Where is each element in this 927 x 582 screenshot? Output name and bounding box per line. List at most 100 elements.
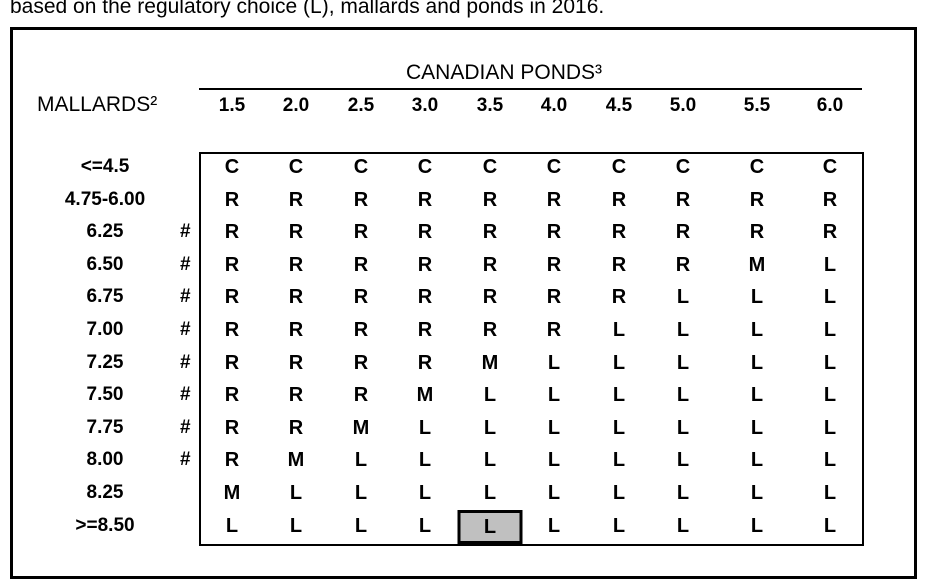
- table-cell: R: [224, 449, 240, 472]
- table-cell: R: [611, 188, 627, 211]
- table-cell: R: [288, 253, 304, 276]
- table-cell: R: [288, 286, 304, 309]
- table-cell: R: [611, 286, 627, 309]
- ponds-header-rule: [199, 88, 862, 90]
- table-cell: L: [750, 319, 764, 341]
- table-cell: C: [224, 156, 240, 178]
- table-cell: L: [483, 449, 497, 472]
- table-cell: L: [225, 514, 239, 537]
- table-cell: R: [822, 188, 838, 211]
- table-cell: L: [418, 482, 432, 504]
- table-cell: L: [418, 416, 432, 439]
- table-cell: R: [611, 221, 627, 244]
- table-cell: L: [483, 416, 497, 439]
- row-marker: #: [180, 221, 191, 243]
- table-cell: M: [352, 416, 370, 439]
- table-cell: R: [546, 286, 562, 309]
- table-cell: L: [750, 514, 764, 537]
- row-label: <=4.5: [80, 156, 130, 177]
- table-cell: L: [612, 449, 626, 472]
- row-label: 7.25: [86, 351, 124, 373]
- column-header: 4.0: [540, 95, 568, 116]
- row-marker: #: [180, 286, 191, 308]
- table-cell: R: [224, 351, 240, 374]
- table-cell: R: [546, 319, 562, 341]
- regulation-grid: [199, 152, 864, 546]
- table-cell: R: [417, 188, 433, 211]
- table-cell: C: [417, 156, 433, 178]
- row-label: 8.00: [86, 449, 124, 471]
- table-cell: L: [612, 319, 626, 341]
- table-cell: C: [353, 156, 369, 178]
- table-cell: L: [418, 449, 432, 472]
- table-cell: R: [675, 253, 691, 276]
- table-cell: L: [750, 351, 764, 374]
- table-cell: L: [823, 286, 837, 309]
- table-cell: R: [675, 188, 691, 211]
- table-cell: L: [676, 416, 690, 439]
- table-cell: R: [822, 221, 838, 244]
- row-label: 6.25: [86, 221, 124, 243]
- table-cell: L: [750, 449, 764, 472]
- table-cell: R: [417, 319, 433, 341]
- table-cell: L: [823, 482, 837, 504]
- table-cell: R: [353, 319, 369, 341]
- column-header: 4.5: [605, 95, 633, 116]
- table-cell: L: [547, 514, 561, 537]
- row-label: 4.75-6.00: [64, 188, 146, 210]
- table-cell: M: [416, 384, 434, 407]
- table-cell: L: [483, 384, 497, 407]
- table-cell: R: [224, 188, 240, 211]
- column-header: 3.0: [411, 95, 439, 116]
- table-cell: L: [289, 482, 303, 504]
- table-cell: R: [353, 253, 369, 276]
- table-cell: R: [353, 286, 369, 309]
- row-label: 6.50: [86, 253, 124, 275]
- table-cell: R: [417, 351, 433, 374]
- table-cell: R: [224, 384, 240, 407]
- table-cell: M: [748, 253, 766, 276]
- table-cell: R: [224, 319, 240, 341]
- table-cell: L: [823, 319, 837, 341]
- table-cell: L: [823, 416, 837, 439]
- table-cell: M: [287, 449, 305, 472]
- column-header: 5.0: [669, 95, 697, 116]
- table-cell: C: [482, 156, 498, 178]
- highlighted-cell: L: [457, 509, 523, 544]
- table-cell: L: [483, 482, 497, 504]
- table-cell: R: [288, 351, 304, 374]
- row-label: 8.25: [86, 482, 124, 503]
- row-marker: #: [180, 253, 191, 275]
- table-cell: L: [823, 384, 837, 407]
- table-cell: C: [611, 156, 627, 178]
- table-cell: R: [288, 188, 304, 211]
- table-cell: C: [288, 156, 304, 178]
- table-cell: L: [750, 286, 764, 309]
- table-cell: L: [612, 514, 626, 537]
- table-cell: R: [224, 286, 240, 309]
- table-cell: L: [750, 482, 764, 504]
- row-marker: #: [180, 351, 191, 373]
- table-cell: R: [482, 286, 498, 309]
- table-cell: L: [823, 253, 837, 276]
- table-cell: L: [676, 384, 690, 407]
- table-cell: R: [353, 384, 369, 407]
- row-marker: #: [180, 319, 191, 340]
- table-cell: R: [546, 221, 562, 244]
- table-cell: C: [675, 156, 691, 178]
- table-cell: R: [482, 253, 498, 276]
- table-cell: L: [750, 384, 764, 407]
- table-cell: L: [547, 482, 561, 504]
- table-cell: R: [288, 221, 304, 244]
- row-label: 7.50: [86, 384, 124, 406]
- row-label: 6.75: [86, 286, 124, 308]
- table-cell: R: [417, 286, 433, 309]
- table-cell: L: [612, 351, 626, 374]
- table-cell: R: [546, 253, 562, 276]
- table-cell: L: [676, 514, 690, 537]
- table-cell: L: [676, 351, 690, 374]
- column-header: 3.5: [476, 95, 504, 116]
- table-cell: R: [353, 188, 369, 211]
- table-cell: L: [354, 514, 368, 537]
- table-cell: L: [676, 319, 690, 341]
